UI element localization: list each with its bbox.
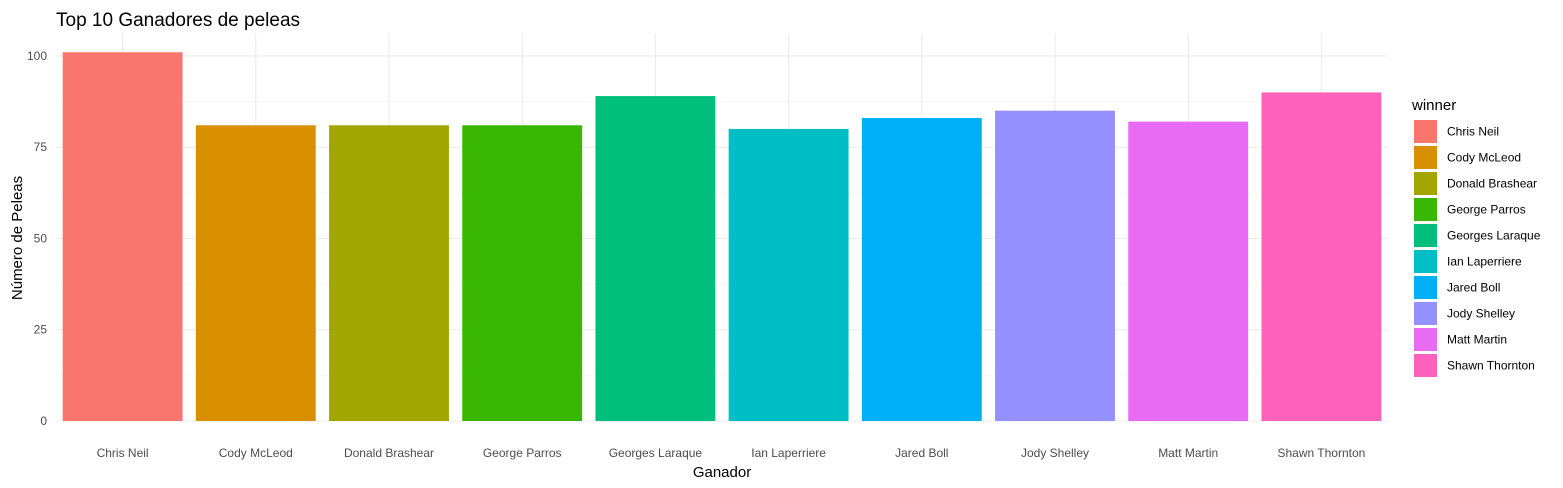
y-axis-ticks: 0 25 50 75 100 xyxy=(27,49,47,428)
legend-swatch xyxy=(1414,198,1437,221)
legend-label: Georges Laraque xyxy=(1447,229,1541,243)
legend-label: Cody McLeod xyxy=(1447,151,1521,165)
bar xyxy=(861,117,982,422)
legend-swatch xyxy=(1414,172,1437,195)
y-axis-title: Número de Peleas xyxy=(9,176,26,300)
y-tick-label: 0 xyxy=(40,414,47,428)
x-tick-label: Georges Laraque xyxy=(609,446,703,460)
x-tick-label: Ian Laperriere xyxy=(751,446,826,460)
bars xyxy=(62,52,1382,422)
legend-label: Jared Boll xyxy=(1447,281,1500,295)
bar xyxy=(595,96,716,421)
legend-swatch xyxy=(1414,354,1437,377)
bar xyxy=(995,110,1115,422)
x-tick-label: George Parros xyxy=(483,446,562,460)
bar xyxy=(462,125,583,421)
legend-label: Donald Brashear xyxy=(1447,177,1537,191)
x-tick-label: Donald Brashear xyxy=(344,446,434,460)
x-axis-title: Ganador xyxy=(693,464,751,481)
legend: winner Chris Neil Cody McLeod Donald Brash… xyxy=(1411,97,1541,377)
bar xyxy=(1261,92,1382,421)
legend-title: winner xyxy=(1411,97,1456,114)
legend-label: Jody Shelley xyxy=(1447,307,1515,321)
y-tick-label: 100 xyxy=(27,49,47,63)
legend-label: Shawn Thornton xyxy=(1447,359,1535,373)
y-tick-label: 75 xyxy=(34,140,48,154)
bar xyxy=(728,128,849,421)
legend-label: Chris Neil xyxy=(1447,125,1499,139)
bar xyxy=(195,125,316,421)
x-tick-label: Jared Boll xyxy=(895,446,948,460)
bar xyxy=(1128,121,1249,421)
x-tick-label: Matt Martin xyxy=(1158,446,1218,460)
legend-swatch xyxy=(1414,120,1437,143)
legend-swatch xyxy=(1414,302,1437,325)
chart-title: Top 10 Ganadores de peleas xyxy=(56,10,300,31)
y-tick-label: 25 xyxy=(34,323,48,337)
legend-label: Ian Laperriere xyxy=(1447,255,1522,269)
legend-swatch xyxy=(1414,250,1437,273)
x-tick-label: Chris Neil xyxy=(97,446,149,460)
legend-swatch xyxy=(1414,276,1437,299)
legend-swatch xyxy=(1414,224,1437,247)
legend-swatch xyxy=(1414,146,1437,169)
x-tick-label: Jody Shelley xyxy=(1021,446,1089,460)
x-tick-label: Cody McLeod xyxy=(219,446,293,460)
x-tick-label: Shawn Thornton xyxy=(1277,446,1365,460)
x-axis-ticks: Chris Neil Cody McLeod Donald Brashear Geor… xyxy=(97,446,1366,460)
bar xyxy=(62,52,183,421)
legend-label: Matt Martin xyxy=(1447,333,1507,347)
legend-swatch xyxy=(1414,328,1437,351)
bar xyxy=(329,125,449,421)
y-tick-label: 50 xyxy=(34,231,48,245)
legend-label: George Parros xyxy=(1447,203,1526,217)
